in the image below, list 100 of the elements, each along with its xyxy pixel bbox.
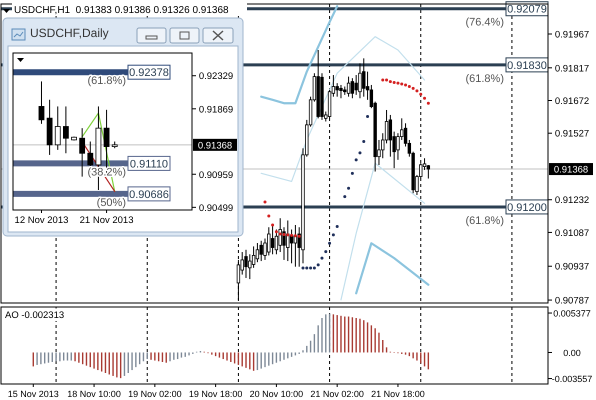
annotation: (61.8%): [465, 214, 504, 227]
point: [274, 230, 278, 234]
ref-line-label: 0.90686: [129, 188, 169, 201]
candlestick: [339, 84, 343, 99]
candlestick: [282, 226, 286, 260]
point: [264, 200, 267, 204]
y-tick-label: 0.91087: [554, 228, 590, 239]
point: [290, 234, 294, 237]
x-tick-label: 19 Nov 02:00: [128, 389, 182, 399]
y-tick-label: 0.91672: [554, 96, 590, 108]
point: [332, 233, 335, 236]
x-tick-label: 18 Nov 10:00: [67, 389, 121, 399]
point: [354, 158, 358, 162]
y-tick-label: 0.90499: [198, 202, 234, 214]
point: [408, 85, 411, 88]
point: [286, 233, 290, 236]
point: [271, 223, 274, 226]
x-tick-label: 15 Nov 2013: [8, 389, 59, 399]
y-tick-label: 0.90787: [554, 296, 590, 307]
ref-line-label: 0.92079: [507, 4, 547, 16]
point: [404, 83, 408, 86]
x-tick-label: 21 Nov 2013: [80, 215, 134, 226]
point: [305, 266, 308, 270]
y-tick-label: 0.91869: [198, 104, 234, 116]
annotation: (76.4%): [465, 16, 504, 29]
candlestick: [354, 74, 358, 96]
candlestick: [62, 106, 69, 154]
candlestick: [270, 224, 274, 255]
y-tick-label: 0.005377: [553, 308, 591, 319]
point: [396, 82, 400, 85]
x-tick-label: 21 Nov 02:00: [310, 389, 364, 399]
point: [392, 80, 396, 84]
x-tick-label: 19 Nov 18:00: [188, 389, 242, 399]
point: [366, 115, 370, 118]
candlestick: [260, 240, 263, 262]
point: [381, 78, 384, 82]
y-tick-label: 0.91817: [554, 63, 590, 74]
annotation: (61.8%): [465, 72, 504, 85]
ref-line-label: 0.91200: [507, 202, 547, 214]
point: [400, 82, 404, 86]
point: [388, 80, 392, 84]
y-tick-label: 0.90937: [554, 262, 590, 273]
point: [267, 214, 270, 218]
candlestick: [396, 132, 400, 160]
point: [282, 232, 286, 236]
point: [336, 225, 339, 228]
ref-line-label: 0.91830: [507, 60, 547, 72]
point: [328, 242, 332, 245]
candlestick: [350, 78, 354, 99]
point: [347, 186, 350, 190]
line-series: [260, 5, 338, 104]
point: [343, 195, 346, 198]
point: [358, 151, 362, 154]
point: [298, 234, 301, 238]
point: [423, 96, 426, 100]
candlestick: [346, 76, 350, 98]
y-tick-label: 0.91527: [554, 128, 590, 140]
chart-title: USDCHF,H1 0.91383 0.91386 0.91326 0.91368: [14, 5, 230, 16]
y-tick-label: 0.91232: [554, 195, 590, 206]
ref-line-label: 0.92378: [129, 67, 169, 80]
point: [309, 266, 312, 270]
point: [419, 92, 422, 96]
annotation: (50%): [96, 196, 126, 209]
point: [301, 266, 304, 270]
point: [350, 172, 354, 175]
point: [278, 232, 282, 236]
y-tick-label: 0.91967: [554, 29, 590, 40]
y-tick-label: 0.90959: [198, 170, 234, 181]
line-series: [340, 162, 426, 300]
point: [426, 102, 430, 105]
candlestick: [54, 106, 61, 150]
annotation: (61.8%): [87, 75, 126, 88]
ref-line-label: 0.91368: [554, 164, 588, 176]
candlestick: [335, 82, 339, 98]
ref-line-label: 0.91368: [198, 140, 232, 152]
point: [316, 263, 320, 266]
y-tick-label: -0.003557: [552, 374, 592, 384]
chart-title: USDCHF,Daily: [30, 26, 109, 40]
point: [385, 78, 388, 82]
candlestick: [38, 80, 44, 124]
candlestick: [267, 226, 270, 256]
point: [412, 86, 415, 90]
point: [324, 250, 328, 254]
x-tick-label: 21 Nov 18:00: [371, 389, 425, 399]
y-tick-label: 0.92329: [198, 71, 234, 82]
line-series: [355, 242, 430, 294]
x-tick-label: 20 Nov 10:00: [250, 389, 304, 399]
point: [312, 266, 316, 270]
ref-line-label: 0.91110: [130, 158, 168, 170]
candlestick: [79, 128, 86, 178]
candlestick: [244, 249, 248, 278]
point: [294, 234, 297, 238]
point: [320, 256, 324, 260]
line-series: [260, 36, 426, 182]
point: [415, 89, 418, 92]
point: [362, 140, 366, 144]
candlestick: [362, 58, 366, 98]
y-tick-label: 0.00: [563, 348, 581, 358]
x-tick-label: 12 Nov 2013: [14, 215, 68, 226]
candlestick: [294, 224, 298, 268]
